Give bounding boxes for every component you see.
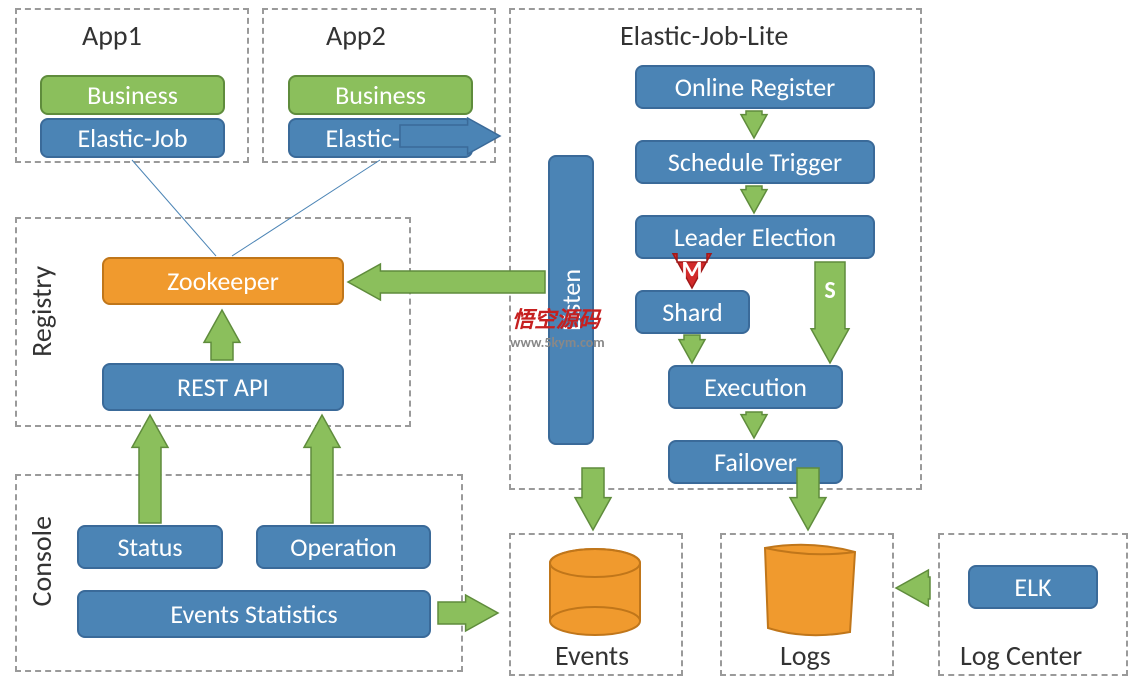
box-app1-business: Business: [40, 75, 225, 115]
label-console: Console: [24, 516, 59, 606]
container-console: [15, 474, 463, 672]
box-online-register: Online Register: [635, 65, 875, 109]
label-app2: App2: [326, 18, 386, 53]
label-logs: Logs: [780, 638, 831, 673]
watermark-url: www.5kym.com: [510, 334, 605, 351]
box-schedule-trigger: Schedule Trigger: [635, 140, 875, 184]
label-events: Events: [555, 638, 629, 673]
box-execution: Execution: [668, 365, 843, 409]
label-registry: Registry: [24, 266, 59, 357]
box-zookeeper: Zookeeper: [102, 257, 344, 305]
box-app2-business: Business: [288, 75, 473, 115]
label-ejl: Elastic-Job-Lite: [620, 18, 788, 53]
box-app1-ej: Elastic-Job: [40, 118, 225, 158]
box-operation: Operation: [256, 525, 431, 569]
label-logcenter: Log Center: [960, 638, 1082, 673]
box-listen: Listen: [548, 155, 594, 445]
box-restapi: REST API: [102, 363, 344, 411]
box-shard: Shard: [635, 290, 750, 334]
box-leader-election: Leader Election: [635, 215, 875, 259]
box-elk: ELK: [968, 565, 1098, 609]
box-events-statistics: Events Statistics: [77, 590, 431, 638]
box-app2-ej: Elastic-Job: [288, 118, 473, 158]
watermark-title: 悟空源码: [512, 302, 600, 334]
box-failover: Failover: [668, 440, 843, 484]
label-app1: App1: [82, 18, 142, 53]
box-status: Status: [77, 525, 223, 569]
